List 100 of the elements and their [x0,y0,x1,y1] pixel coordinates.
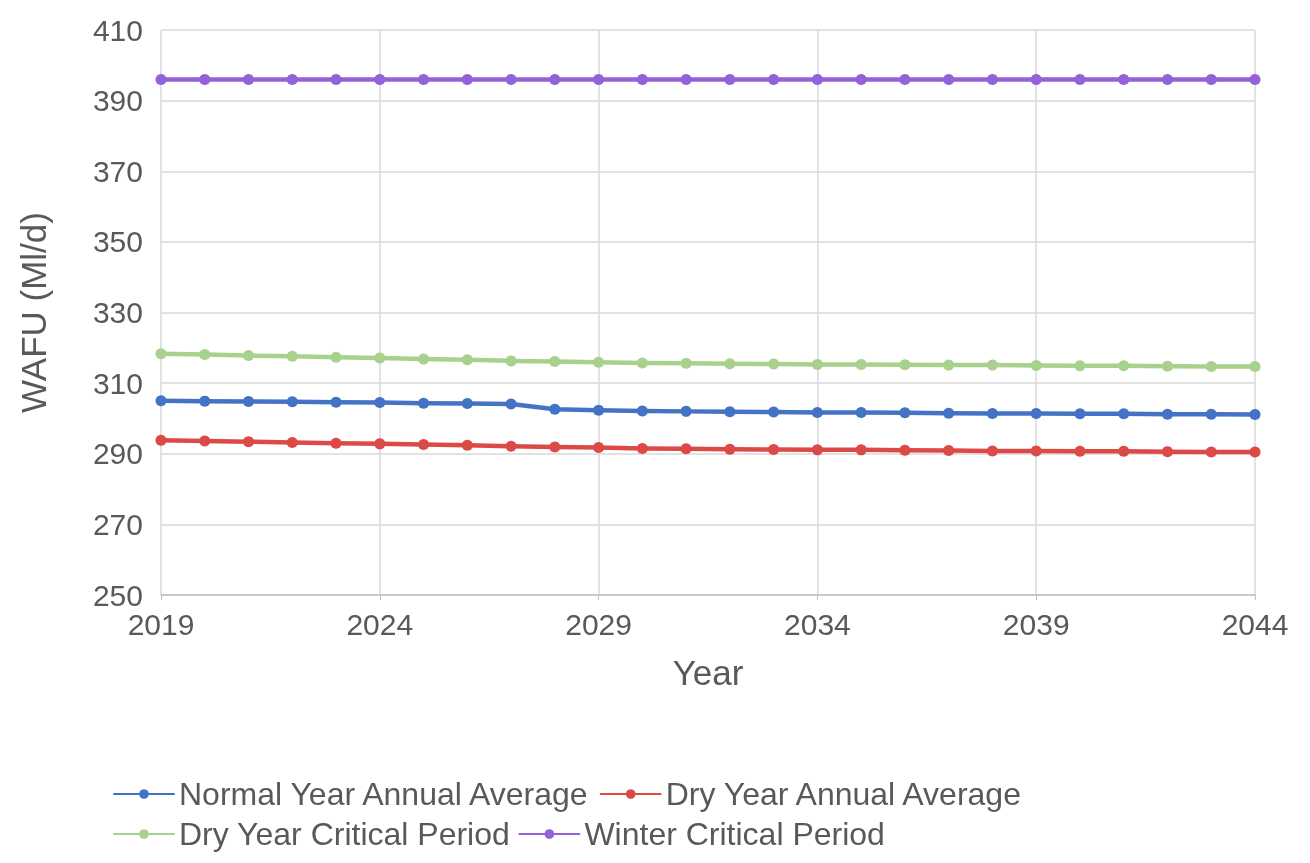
point [1249,73,1261,85]
point [768,406,780,418]
point [1074,73,1086,85]
x-tick-label: 2029 [565,607,632,641]
point [418,397,430,409]
point [461,398,473,410]
point [243,350,255,362]
point [1074,408,1086,420]
x-axis-title: Year [672,653,744,692]
point [505,440,517,452]
point [330,437,342,449]
point [549,356,561,368]
point [1205,73,1217,85]
point [943,445,955,457]
point [986,408,998,419]
point [505,355,517,367]
point [724,358,736,370]
point [1161,446,1173,458]
point [943,359,955,371]
point [899,407,911,419]
y-tick-label: 390 [92,84,143,118]
point [855,73,867,85]
point [1249,446,1261,458]
point [1161,408,1173,420]
point [680,357,692,369]
point [768,444,780,456]
x-tick-label: 2044 [1221,607,1289,641]
point [461,73,473,85]
point [286,73,298,85]
point [943,73,955,85]
point [1074,445,1086,457]
point [461,354,473,366]
point [1118,73,1130,85]
point [899,73,911,85]
point [636,357,648,369]
point [505,398,517,410]
point [855,406,867,418]
point [418,439,430,451]
legend-label: Winter Critical Period [584,816,885,852]
point [811,73,823,85]
point [243,395,255,407]
point [155,395,167,407]
point [374,438,386,450]
x-tick-label: 2024 [346,607,414,641]
point [199,73,211,85]
point [330,396,342,408]
point [1161,360,1173,372]
point [155,434,167,446]
point [418,353,430,365]
point [1249,409,1261,421]
point [549,73,561,85]
point [286,396,298,408]
point [418,73,430,85]
legend-label: Dry Year Annual Average [665,776,1021,812]
y-axis-title: WAFU (Ml/d) [14,212,53,413]
point [461,439,473,451]
point [724,406,736,418]
point [374,73,386,85]
point [1205,446,1217,458]
point [330,73,342,85]
point [1030,359,1042,371]
point [199,395,211,407]
point [286,436,298,448]
point [243,73,255,85]
point [1030,445,1042,457]
point [1118,360,1130,372]
point [155,348,167,360]
point [1249,361,1261,373]
point [724,443,736,455]
point [155,73,167,85]
y-tick-label: 330 [92,296,143,329]
point [768,73,780,85]
y-tick-label: 270 [92,507,143,541]
y-tick-label: 290 [92,437,143,471]
point [680,443,692,455]
point [986,73,998,85]
point [680,405,692,417]
point [943,407,955,419]
y-tick-label: 410 [92,13,143,47]
point [811,444,823,456]
point [1030,73,1042,85]
y-tick-label: 310 [92,366,143,400]
point [986,445,998,457]
point [505,73,517,85]
x-tick-label: 2034 [784,607,851,641]
point [811,358,823,370]
point [724,73,736,85]
y-tick-label: 370 [92,154,143,188]
point [199,349,211,361]
point [1030,408,1042,419]
point [593,356,605,368]
point [1205,408,1217,420]
point [855,444,867,456]
point [593,73,605,85]
point [199,435,211,447]
y-tick-label: 350 [92,225,143,259]
point [549,403,561,415]
x-tick-label: 2039 [1002,607,1070,641]
point [1118,408,1130,420]
point [593,404,605,416]
